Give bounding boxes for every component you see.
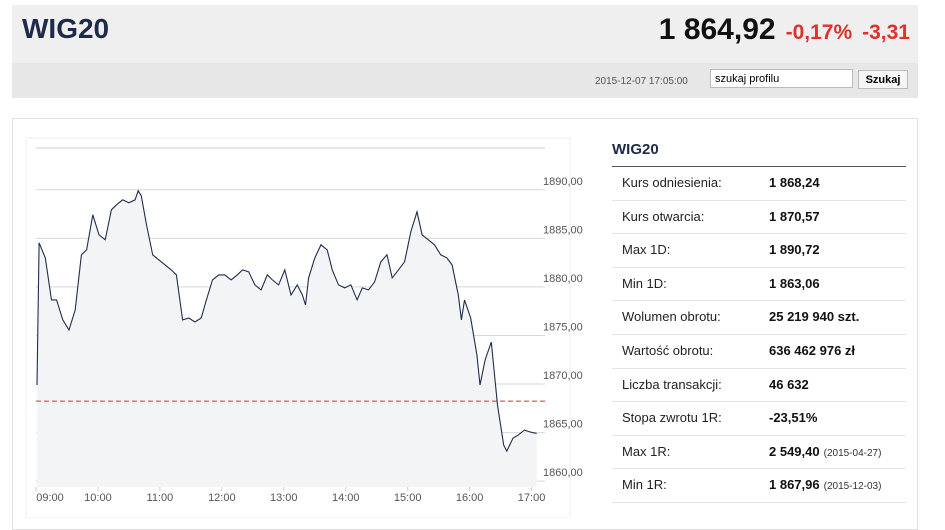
row-label: Wartość obrotu:	[622, 342, 714, 358]
x-tick-label: 10:00	[84, 492, 112, 504]
row-value: 2 549,40	[769, 443, 820, 459]
table-row: Stopa zwrotu 1R: -23,51%	[612, 402, 906, 436]
row-value: 1 870,57	[769, 208, 820, 224]
x-tick-label: 16:00	[456, 492, 484, 504]
change-abs: -3,31	[862, 21, 910, 44]
y-tick-label: 1865,00	[543, 419, 583, 431]
row-value: 25 219 940 szt.	[769, 309, 860, 325]
y-tick-label: 1875,00	[543, 321, 583, 333]
row-value-cell: 25 219 940 szt.	[769, 301, 859, 333]
price-line	[36, 189, 537, 453]
datetime: 2015-12-07 17:05:00	[595, 76, 688, 87]
x-tick-label: 17:00	[518, 492, 546, 504]
table-row: Wartość obrotu: 636 462 976 zł	[612, 335, 906, 369]
row-value: -23,51%	[769, 410, 818, 426]
row-value-cell: 636 462 976 zł	[769, 335, 855, 367]
toolbar: 2015-12-07 17:05:00 szukaj profilu Szuka…	[12, 63, 918, 98]
search-input[interactable]: szukaj profilu	[710, 69, 853, 88]
row-value: 636 462 976 zł	[769, 342, 856, 358]
row-value-cell: 1 863,06	[769, 268, 820, 300]
table-row: Wolumen obrotu: 25 219 940 szt.	[612, 301, 906, 335]
row-label: Max 1D:	[622, 242, 671, 258]
x-tick-label: 11:00	[147, 492, 174, 504]
x-tick-label: 09:00	[36, 492, 64, 504]
row-value-cell: 46 632	[769, 369, 809, 401]
header: WIG20 1 864,92 -0,17% -3,31 2015-12-07 17:…	[12, 5, 918, 98]
row-label: Min 1D:	[622, 275, 667, 291]
x-tick-label: 15:00	[394, 492, 422, 504]
row-value: 1 863,06	[769, 275, 820, 291]
row-label: Wolumen obrotu:	[622, 309, 721, 325]
row-value-cell: 1 890,72	[769, 234, 820, 266]
x-tick-label: 13:00	[270, 492, 298, 504]
row-label: Min 1R:	[622, 477, 667, 493]
row-value: 1 890,72	[769, 242, 820, 258]
quote: 1 864,92 -0,17% -3,31	[659, 13, 910, 47]
row-label: Liczba transakcji:	[622, 376, 722, 392]
table-row: Kurs odniesienia: 1 868,24	[612, 167, 906, 201]
stats-table: WIG20 Kurs odniesienia: 1 868,24 Kurs otwa…	[612, 138, 906, 503]
row-value: 46 632	[769, 376, 809, 392]
row-value: 1 868,24	[769, 175, 820, 190]
row-label: Kurs otwarcia:	[622, 208, 705, 224]
change-pct: -0,17%	[785, 21, 853, 44]
row-value-cell: -23,51%	[769, 402, 817, 434]
y-tick-label: 1885,00	[543, 224, 583, 236]
chart: 1860,00 1865,00 1870,00 1875,00 1880,00 1885,…	[25, 137, 583, 518]
table-row: Min 1R: 1 867,96 (2015-12-03)	[612, 469, 906, 503]
row-value: 1 867,96	[769, 477, 820, 493]
row-label: Max 1R:	[622, 443, 671, 459]
y-tick-label: 1890,00	[543, 176, 583, 188]
y-tick-label: 1870,00	[543, 370, 583, 382]
x-tick-label: 14:00	[332, 492, 360, 504]
page: WIG20 1 864,92 -0,17% -3,31 2015-12-07 17:…	[12, 5, 918, 530]
row-value-cell: 1 870,57	[769, 201, 820, 233]
y-tick-label: 1860,00	[543, 467, 583, 479]
row-value-cell: 1 867,96 (2015-12-03)	[769, 469, 881, 503]
table-row: Liczba transakcji: 46 632	[612, 369, 906, 403]
plot-border	[25, 137, 571, 518]
table-row: Max 1D: 1 890,72	[612, 234, 906, 268]
row-date: (2015-12-03)	[823, 481, 882, 493]
area	[37, 190, 537, 487]
row-value-cell: 2 549,40 (2015-04-27)	[769, 436, 881, 470]
row-label: Stopa zwrotu 1R:	[622, 410, 722, 426]
y-tick-label: 1880,00	[543, 273, 583, 285]
table-row: Kurs otwarcia: 1 870,57	[612, 201, 906, 235]
row-label: Kurs odniesienia:	[622, 175, 722, 190]
table-row: Max 1R: 2 549,40 (2015-04-27)	[612, 436, 906, 470]
row-value-cell: 1 868,24	[769, 167, 820, 199]
x-tick-label: 12:00	[208, 492, 236, 504]
table-title: WIG20	[612, 138, 906, 167]
table-row: Min 1D: 1 863,06	[612, 268, 906, 302]
row-date: (2015-04-27)	[823, 447, 882, 459]
search-button[interactable]: Szukaj	[858, 70, 908, 89]
index-title: WIG20	[22, 13, 110, 44]
price: 1 864,92	[658, 13, 776, 46]
